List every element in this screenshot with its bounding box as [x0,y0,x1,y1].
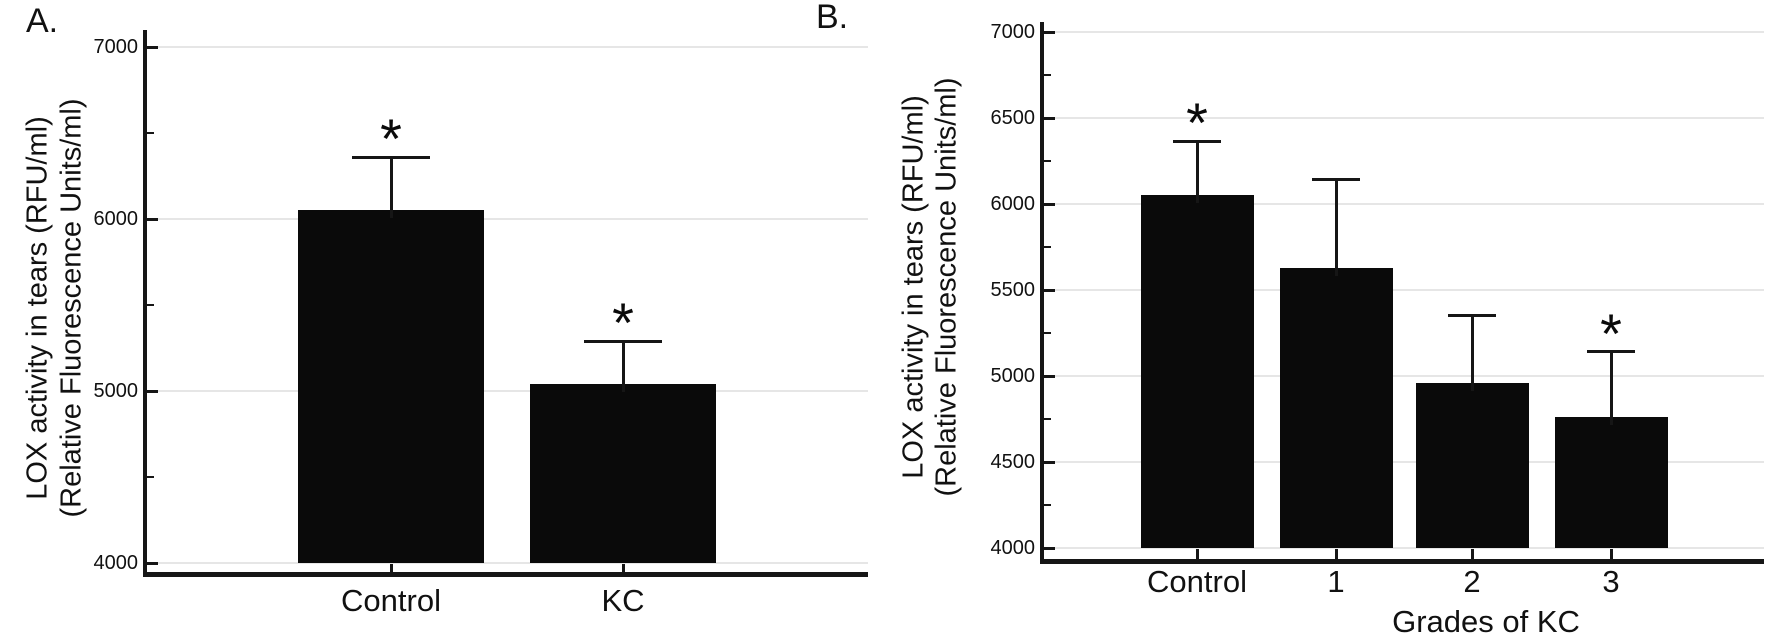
panel-a-ytick-6000 [147,217,158,221]
panel-a-y-axis-title-line1: LOX activity in tears (RFU/ml) [21,116,54,500]
panel-b-ytick-minor-5750 [1044,246,1051,248]
panel-b-ytick-minor-6250 [1044,160,1051,162]
panel-b-error-bar-stem-Control [1195,141,1199,204]
panel-b-ytick-label-6000: 6000 [990,193,1036,215]
panel-b-y-axis-title-line1: LOX activity in tears (RFU/ml) [897,95,930,479]
panel-b-xtick-3 [1609,549,1613,564]
panel-b-bar-3 [1554,417,1668,548]
panel-a-error-bar-stem-KC [621,341,625,393]
panel-b-error-bar-cap-2 [1448,314,1496,318]
panel-b-gridline-4500 [1040,461,1764,463]
panel-b-gridline-5500 [1040,289,1764,291]
panel-a-ytick-minor-4500 [147,476,154,478]
panel-b-y-axis-line [1040,21,1044,564]
panel-b-label: B. [816,0,849,36]
panel-b-ytick-minor-6750 [1044,74,1051,76]
panel-b-error-bar-stem-3 [1609,351,1613,426]
panel-b-significance-asterisk-3: * [1600,301,1622,365]
panel-b-xtick-label-1: 1 [1327,564,1345,599]
panel-b-error-bar-stem-1 [1334,179,1338,276]
panel-b-bar-Control [1140,195,1254,548]
panel-b-error-bar-cap-Control [1173,139,1221,143]
panel-b-xtick-label-2: 2 [1463,564,1481,599]
panel-b-error-bar-cap-3 [1587,350,1635,354]
panel-b-xtick-1 [1334,549,1338,564]
panel-b-ytick-minor-4250 [1044,504,1051,506]
panel-b-ytick-4000 [1044,546,1055,550]
panel-a-y-axis-line [143,29,147,577]
panel-a-xtick-label-KC: KC [601,583,645,618]
panel-a-ytick-4000 [147,561,158,565]
panel-b-xtick-Control [1195,549,1199,564]
panel-b-ytick-label-6500: 6500 [990,107,1036,129]
panel-a-gridline-7000 [143,46,868,48]
panel-a-ytick-5000 [147,389,158,393]
panel-b-gridline-4000 [1040,547,1764,549]
panel-a-gridline-6000 [143,218,868,220]
panel-a-bar-KC [530,384,716,563]
panel-a-xtick-KC [621,564,625,577]
panel-a-error-bar-stem-Control [389,157,393,219]
panel-b-ytick-label-5000: 5000 [990,365,1036,387]
panel-a-label: A. [26,2,59,40]
panel-a-ytick-label-7000: 7000 [93,36,139,58]
panel-a-gridline-4000 [143,562,868,564]
panel-a-error-bar-cap-KC [584,339,662,343]
panel-a-significance-asterisk-Control: * [380,107,402,171]
panel-a-ytick-minor-6500 [147,132,154,134]
panel-a-error-bar-cap-Control [352,155,430,159]
panel-b-bar-1 [1279,267,1393,548]
panel-b-ytick-4500 [1044,460,1055,464]
panel-b-ytick-7000 [1044,30,1055,34]
panel-b-error-bar-cap-1 [1312,178,1360,182]
panel-a-ytick-label-6000: 6000 [93,208,139,230]
panel-b-x-axis-line [1040,559,1764,564]
panel-b-ytick-6500 [1044,116,1055,120]
panel-b-xtick-2 [1470,549,1474,564]
panel-a-x-axis-line [143,572,868,577]
panel-a-xtick-label-Control: Control [341,583,441,618]
panel-b-ytick-minor-4750 [1044,418,1051,420]
panel-b-xtick-label-Control: Control [1147,564,1247,599]
panel-b-ytick-6000 [1044,202,1055,206]
panel-a-ytick-minor-5500 [147,304,154,306]
panel-a-ytick-label-4000: 4000 [93,552,139,574]
panel-b-ytick-label-5500: 5500 [990,279,1036,301]
panel-a-bar-Control [298,210,484,563]
panel-b-ytick-label-4500: 4500 [990,451,1036,473]
panel-b-x-axis-title: Grades of KC [1392,604,1580,633]
panel-b-gridline-6500 [1040,117,1764,119]
panel-b-error-bar-stem-2 [1470,315,1474,391]
panel-b-gridline-6000 [1040,203,1764,205]
panel-b-ytick-label-7000: 7000 [990,21,1036,43]
panel-a-ytick-7000 [147,45,158,49]
panel-a-gridline-5000 [143,390,868,392]
panel-b-ytick-5500 [1044,288,1055,292]
panel-b-ytick-minor-5250 [1044,332,1051,334]
panel-a-xtick-Control [389,564,393,577]
panel-b-gridline-5000 [1040,375,1764,377]
panel-b-ytick-5000 [1044,374,1055,378]
panel-b-xtick-label-3: 3 [1602,564,1620,599]
panel-b-significance-asterisk-Control: * [1186,91,1208,155]
panel-a-y-axis-title-line2: (Relative Fluorescence Units/ml) [55,98,88,518]
panel-b-bar-2 [1415,382,1529,548]
panel-b-gridline-7000 [1040,31,1764,33]
panel-a-significance-asterisk-KC: * [612,291,634,355]
panel-a-ytick-label-5000: 5000 [93,380,139,402]
panel-b-ytick-label-4000: 4000 [990,537,1036,559]
